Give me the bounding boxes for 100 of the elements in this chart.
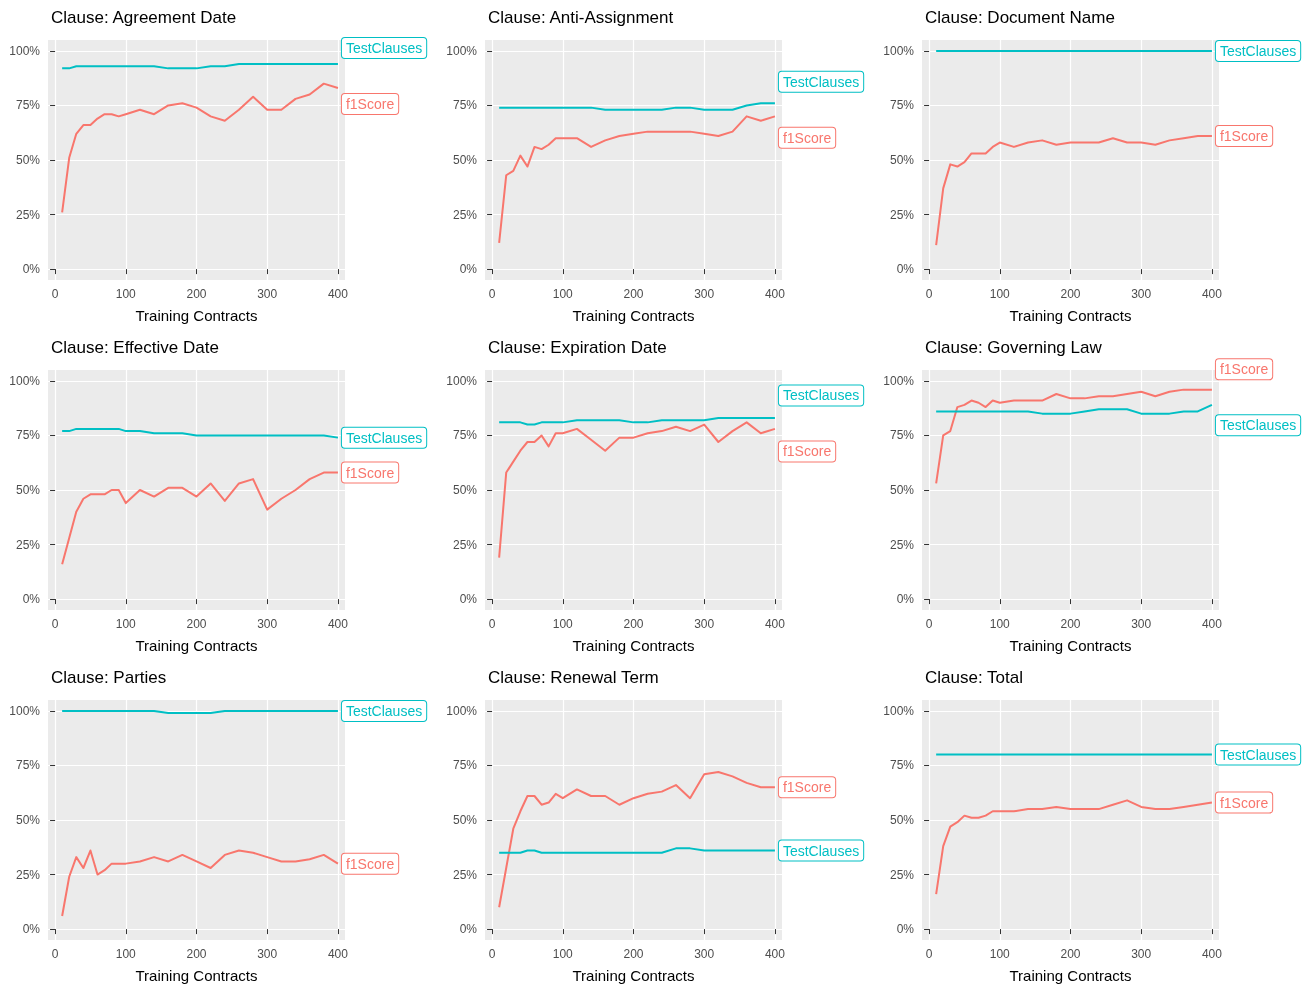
x-tick-label: 300 [694, 287, 715, 301]
y-tick-label: 25% [452, 537, 478, 552]
y-tick-label: 0% [896, 592, 915, 607]
y-tick-label: 25% [889, 537, 915, 552]
chart-title: Clause: Governing Law [925, 338, 1103, 357]
x-axis-title: Training Contracts [135, 307, 258, 324]
line-series [61, 849, 339, 917]
line-series [498, 771, 776, 909]
series-label: f1Score [1219, 128, 1269, 144]
y-tick-label: 75% [452, 758, 478, 773]
y-tick-label: 0% [22, 262, 41, 277]
x-tick-label: 400 [1201, 287, 1223, 301]
series-label: f1Score [782, 129, 832, 146]
x-tick-label: 0 [51, 617, 59, 631]
x-tick-label: 300 [257, 617, 278, 631]
chart-title: Clause: Renewal Term [488, 668, 659, 687]
x-tick-label: 200 [623, 947, 644, 961]
x-tick-label: 300 [257, 947, 278, 961]
x-tick-label: 400 [327, 287, 349, 301]
series-label: f1Score [1219, 794, 1269, 811]
y-tick-label: 50% [452, 483, 478, 497]
y-tick-label: 50% [15, 483, 41, 497]
chart-title: Clause: Total [925, 668, 1023, 687]
x-tick-label: 400 [327, 947, 349, 961]
y-tick-label: 50% [889, 153, 915, 167]
line-series [935, 388, 1213, 485]
chart-title: Clause: Document Name [925, 8, 1115, 27]
x-axis-title: Training Contracts [1009, 307, 1132, 324]
line-series [935, 799, 1213, 896]
y-tick-label: 25% [452, 207, 478, 222]
line-series [498, 417, 776, 426]
series-label: f1Score [345, 464, 395, 481]
y-tick-label: 0% [896, 922, 915, 937]
series-label: TestClauses [345, 429, 423, 446]
x-tick-label: 100 [115, 287, 137, 301]
x-tick-label: 200 [1060, 617, 1081, 631]
y-tick-label: 75% [889, 428, 915, 443]
x-tick-label: 0 [925, 287, 933, 301]
y-tick-label: 75% [15, 428, 41, 443]
x-axis-title: Training Contracts [572, 967, 695, 984]
chart-title: Clause: Expiration Date [488, 338, 667, 357]
line-series [498, 115, 776, 244]
x-tick-label: 200 [186, 287, 207, 301]
y-tick-label: 50% [889, 483, 915, 497]
x-tick-label: 100 [989, 287, 1011, 301]
chart-title: Clause: Parties [51, 668, 167, 687]
y-tick-label: 0% [22, 592, 41, 607]
x-tick-label: 0 [51, 947, 59, 961]
x-tick-label: 100 [552, 287, 574, 301]
y-tick-label: 75% [889, 98, 915, 113]
chart-title: Clause: Agreement Date [51, 8, 237, 27]
x-tick-label: 300 [1131, 947, 1152, 961]
series-label: TestClauses [1219, 42, 1297, 59]
x-tick-label: 300 [694, 617, 715, 631]
x-tick-label: 300 [257, 287, 278, 301]
y-tick-label: 100% [883, 43, 915, 58]
x-tick-label: 200 [1060, 947, 1081, 961]
y-tick-label: 50% [889, 813, 915, 827]
y-tick-label: 100% [446, 373, 478, 388]
x-tick-label: 400 [764, 617, 786, 631]
y-tick-label: 25% [889, 207, 915, 222]
x-tick-label: 400 [1201, 617, 1223, 631]
line-series [498, 102, 776, 111]
series-label: f1Score [782, 443, 832, 460]
x-tick-label: 400 [1201, 947, 1223, 961]
chart-title: Clause: Anti-Assignment [488, 8, 674, 27]
series-label: TestClauses [345, 702, 423, 719]
x-axis-title: Training Contracts [135, 967, 258, 984]
y-tick-label: 75% [889, 758, 915, 773]
line-series [935, 403, 1213, 415]
y-tick-label: 0% [459, 922, 478, 937]
y-tick-label: 25% [15, 537, 41, 552]
y-tick-label: 75% [452, 98, 478, 113]
x-tick-label: 0 [925, 947, 933, 961]
y-tick-label: 25% [15, 867, 41, 882]
line-series [61, 471, 339, 566]
x-tick-label: 300 [1131, 287, 1152, 301]
y-tick-label: 0% [459, 592, 478, 607]
y-tick-label: 0% [459, 262, 478, 277]
y-tick-label: 100% [9, 703, 41, 718]
y-tick-label: 25% [15, 207, 41, 222]
x-tick-label: 200 [186, 947, 207, 961]
x-tick-label: 200 [623, 617, 644, 631]
y-tick-label: 100% [883, 373, 915, 388]
line-series [61, 82, 339, 214]
x-tick-label: 300 [1131, 617, 1152, 631]
x-tick-label: 200 [623, 287, 644, 301]
x-tick-label: 200 [186, 617, 207, 631]
x-tick-label: 100 [115, 947, 137, 961]
x-tick-label: 0 [925, 617, 933, 631]
series-label: f1Score [782, 779, 832, 796]
y-tick-label: 100% [9, 43, 41, 58]
x-axis-title: Training Contracts [1009, 637, 1132, 654]
x-tick-label: 300 [694, 947, 715, 961]
y-tick-label: 25% [452, 867, 478, 882]
y-tick-label: 50% [15, 153, 41, 167]
y-tick-label: 75% [15, 98, 41, 113]
x-tick-label: 200 [1060, 287, 1081, 301]
line-series [61, 427, 339, 439]
x-tick-label: 100 [552, 617, 574, 631]
